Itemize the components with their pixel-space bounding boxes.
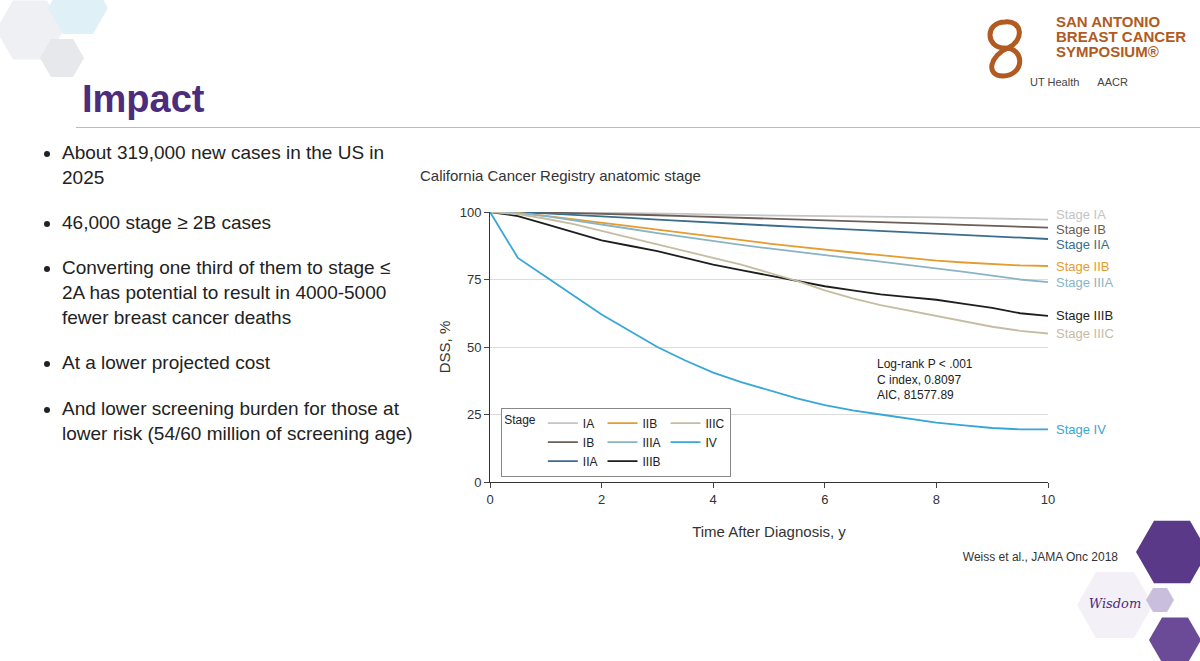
svg-text:0: 0 — [474, 475, 481, 490]
svg-text:Stage IIIB: Stage IIIB — [1056, 308, 1113, 323]
svg-text:Time After Diagnosis, y: Time After Diagnosis, y — [692, 523, 846, 540]
svg-text:IIIC: IIIC — [706, 417, 725, 431]
svg-text:Stage: Stage — [504, 413, 536, 427]
svg-text:IV: IV — [706, 436, 717, 450]
html-text:Impact: Impact — [82, 78, 205, 120]
svg-text:Stage IA: Stage IA — [1056, 207, 1106, 222]
svg-text:California Cancer Registry ana: California Cancer Registry anatomic stag… — [420, 167, 701, 184]
html-text:Converting one third of them t: Converting one third of them to stage ≤ … — [62, 257, 391, 329]
svg-text:0: 0 — [486, 492, 493, 507]
svg-text:Log-rank P < .001C index, 0.80: Log-rank P < .001C index, 0.8097AIC, 815… — [877, 357, 973, 402]
svg-text:DSS, %: DSS, % — [436, 321, 453, 374]
svg-text:Stage IIIA: Stage IIIA — [1056, 275, 1113, 290]
html-text:Weiss et al., JAMA Onc 2018: Weiss et al., JAMA Onc 2018 — [962, 550, 1118, 564]
html-text:UT Health: UT Health — [1030, 76, 1080, 88]
html-text:BREAST CANCER: BREAST CANCER — [1056, 28, 1186, 45]
html-text:At a lower projected cost: At a lower projected cost — [62, 352, 270, 374]
svg-text:100: 100 — [460, 205, 482, 220]
svg-text:6: 6 — [821, 492, 828, 507]
svg-text:IB: IB — [583, 436, 594, 450]
svg-text:2: 2 — [598, 492, 605, 507]
svg-text:50: 50 — [467, 340, 481, 355]
html-text:AACR: AACR — [1097, 76, 1128, 88]
svg-text:4: 4 — [710, 492, 717, 507]
html-text:Wisdom: Wisdom — [1088, 596, 1142, 611]
html-text:And lower screening burden for: And lower screening burden for those at … — [62, 397, 413, 444]
svg-text:75: 75 — [467, 272, 481, 287]
svg-text:8: 8 — [933, 492, 940, 507]
svg-text:Stage IIB: Stage IIB — [1056, 259, 1109, 274]
svg-text:IIA: IIA — [583, 455, 598, 469]
svg-text:Stage IB: Stage IB — [1056, 222, 1106, 237]
svg-text:IIB: IIB — [643, 417, 658, 431]
svg-text:IA: IA — [583, 417, 594, 431]
svg-text:25: 25 — [467, 407, 481, 422]
html-text:About 319,000 new cases in the: About 319,000 new cases in the US in 202… — [62, 142, 385, 189]
html-text:46,000 stage ≥ 2B cases: 46,000 stage ≥ 2B cases — [62, 212, 271, 234]
svg-text:10: 10 — [1041, 492, 1055, 507]
html-text:SYMPOSIUM®: SYMPOSIUM® — [1056, 43, 1159, 60]
svg-text:Stage IIIC: Stage IIIC — [1056, 326, 1114, 341]
svg-text:IIIA: IIIA — [643, 436, 661, 450]
svg-text:Stage IV: Stage IV — [1056, 422, 1106, 437]
svg-text:Stage IIA: Stage IIA — [1056, 237, 1110, 252]
svg-text:IIIB: IIIB — [643, 455, 661, 469]
html-text:SAN ANTONIO: SAN ANTONIO — [1056, 13, 1161, 30]
